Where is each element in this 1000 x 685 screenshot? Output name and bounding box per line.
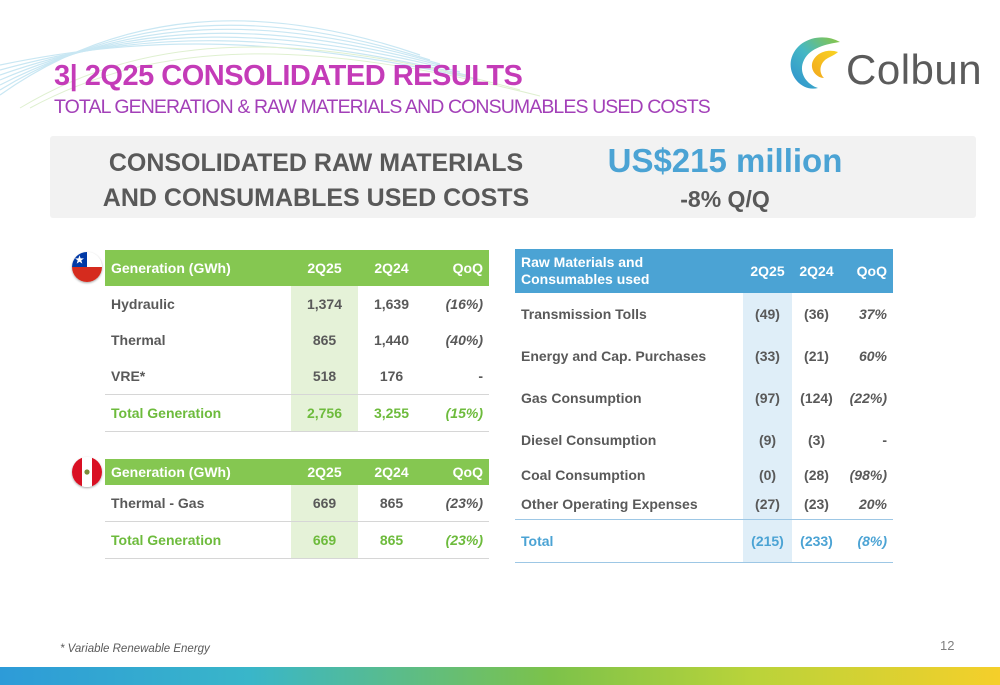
row-label: Total Generation (105, 394, 291, 432)
table-row: Energy and Cap. Purchases (33) (21) 60% (515, 335, 893, 377)
cell-2q24: 3,255 (358, 394, 425, 432)
cell-2q25: 669 (291, 521, 358, 559)
row-label: Thermal - Gas (105, 485, 291, 522)
colbun-logo-text: Colbun (846, 46, 983, 93)
cell-2q25: (215) (743, 519, 792, 563)
column-header: QoQ (841, 249, 893, 293)
summary-heading: CONSOLIDATED RAW MATERIALS AND CONSUMABL… (66, 146, 566, 216)
cell-qoq: (23%) (425, 485, 489, 522)
chile-generation-table: Generation (GWh) 2Q25 2Q24 QoQ Hydraulic… (105, 250, 489, 432)
row-label: Gas Consumption (521, 390, 642, 406)
cell-qoq: - (882, 432, 887, 448)
page-title: 3| 2Q25 CONSOLIDATED RESULTS (54, 60, 523, 92)
column-header: 2Q24 (358, 459, 425, 485)
column-header: 2Q25 (291, 250, 358, 286)
row-label: Thermal (111, 332, 166, 348)
cell-2q25: 518 (291, 358, 358, 395)
cell-2q24: (23) (804, 496, 829, 512)
cell-2q25: (49) (743, 293, 792, 335)
cell-2q24: (124) (800, 390, 833, 406)
row-label: Diesel Consumption (521, 432, 657, 448)
summary-heading-line1: CONSOLIDATED RAW MATERIALS (108, 149, 524, 177)
cell-qoq: - (425, 358, 489, 395)
chile-flag-icon (72, 252, 102, 282)
row-label: Other Operating Expenses (521, 496, 698, 512)
cell-2q24: (21) (804, 348, 829, 364)
table-total-row: Total Generation 2,756 3,255 (15%) (105, 394, 489, 432)
table-total-row: Total Generation 669 865 (23%) (105, 521, 489, 559)
row-label: Total (515, 519, 743, 563)
cell-2q24: 1,639 (373, 296, 410, 312)
row-label: VRE* (105, 358, 291, 395)
cell-2q25: 865 (291, 322, 358, 358)
table-row: Diesel Consumption (9) (3) - (515, 419, 893, 461)
table-row: Transmission Tolls (49) (36) 37% (515, 293, 893, 335)
cell-qoq: (16%) (445, 296, 483, 312)
row-label: Energy and Cap. Purchases (521, 348, 707, 364)
cell-2q24: 1,440 (373, 332, 410, 348)
cell-qoq: (15%) (425, 394, 489, 432)
row-label: Hydraulic (111, 296, 175, 312)
cell-qoq: (8%) (841, 519, 893, 563)
column-header: QoQ (425, 250, 489, 286)
column-header: QoQ (425, 459, 489, 485)
cell-qoq: 37% (858, 306, 887, 322)
table-row: Other Operating Expenses (27) (23) 20% (515, 489, 893, 520)
cell-2q25: 1,374 (291, 286, 358, 322)
column-header: Generation (GWh) (105, 250, 291, 286)
cell-2q25: (27) (743, 489, 792, 520)
column-header: 2Q24 (792, 249, 841, 293)
table-row: Thermal - Gas 669 865 (23%) (105, 485, 489, 522)
page-subtitle: TOTAL GENERATION & RAW MATERIALS AND CON… (54, 96, 711, 118)
peru-flag-icon (72, 457, 102, 487)
cell-2q24: (28) (804, 467, 829, 483)
summary-change: -8% Q/Q (680, 186, 770, 212)
table-header-row: Generation (GWh) 2Q25 2Q24 QoQ (105, 459, 489, 485)
cell-qoq: 60% (858, 348, 887, 364)
cell-qoq: 20% (858, 496, 887, 512)
footnote: * Variable Renewable Energy (60, 643, 210, 655)
column-header: 2Q24 (358, 250, 425, 286)
table-total-row: Total (215) (233) (8%) (515, 519, 893, 563)
row-label: Coal Consumption (521, 467, 646, 483)
table-header-row: Generation (GWh) 2Q25 2Q24 QoQ (105, 250, 489, 286)
cell-qoq: (22%) (849, 390, 887, 406)
table-header-row: Raw Materials and Consumables used 2Q25 … (515, 249, 893, 293)
raw-materials-costs-table: Raw Materials and Consumables used 2Q25 … (515, 249, 893, 563)
cell-2q25: 2,756 (291, 394, 358, 432)
column-header: 2Q25 (291, 459, 358, 485)
column-header: 2Q25 (743, 249, 792, 293)
summary-heading-line2: AND CONSUMABLES USED COSTS (102, 184, 530, 212)
cell-2q24: 865 (358, 485, 425, 522)
cell-qoq: (23%) (425, 521, 489, 559)
table-row: Thermal 865 1,440 (40%) (105, 322, 489, 358)
cell-qoq: (98%) (849, 467, 887, 483)
cell-2q25: (33) (743, 335, 792, 377)
column-header: Raw Materials and Consumables used (515, 249, 743, 293)
cell-2q24: 865 (358, 521, 425, 559)
table-row: Gas Consumption (97) (124) (22%) (515, 377, 893, 419)
row-label: Total Generation (105, 521, 291, 559)
column-header: Generation (GWh) (105, 459, 291, 485)
cell-2q25: (97) (743, 377, 792, 419)
background-swirl (0, 20, 541, 109)
table-row: Hydraulic 1,374 1,639 (16%) (105, 286, 489, 322)
cell-2q25: (0) (743, 461, 792, 489)
cell-2q25: (9) (743, 419, 792, 461)
bottom-gradient-bar (0, 667, 1000, 685)
cell-2q24: (36) (804, 306, 829, 322)
summary-amount: US$215 million (607, 142, 843, 179)
cell-2q25: 669 (291, 485, 358, 522)
row-label: Transmission Tolls (521, 306, 647, 322)
table-row: VRE* 518 176 - (105, 358, 489, 395)
peru-generation-table: Generation (GWh) 2Q25 2Q24 QoQ Thermal -… (105, 459, 489, 559)
table-row: Coal Consumption (0) (28) (98%) (515, 461, 893, 489)
cell-2q24: (233) (792, 519, 841, 563)
colbun-logo-icon (790, 37, 840, 89)
cell-2q24: (3) (807, 432, 826, 448)
cell-2q24: 176 (358, 358, 425, 395)
cell-qoq: (40%) (445, 332, 483, 348)
page-number: 12 (940, 638, 955, 653)
summary-band (50, 136, 976, 218)
